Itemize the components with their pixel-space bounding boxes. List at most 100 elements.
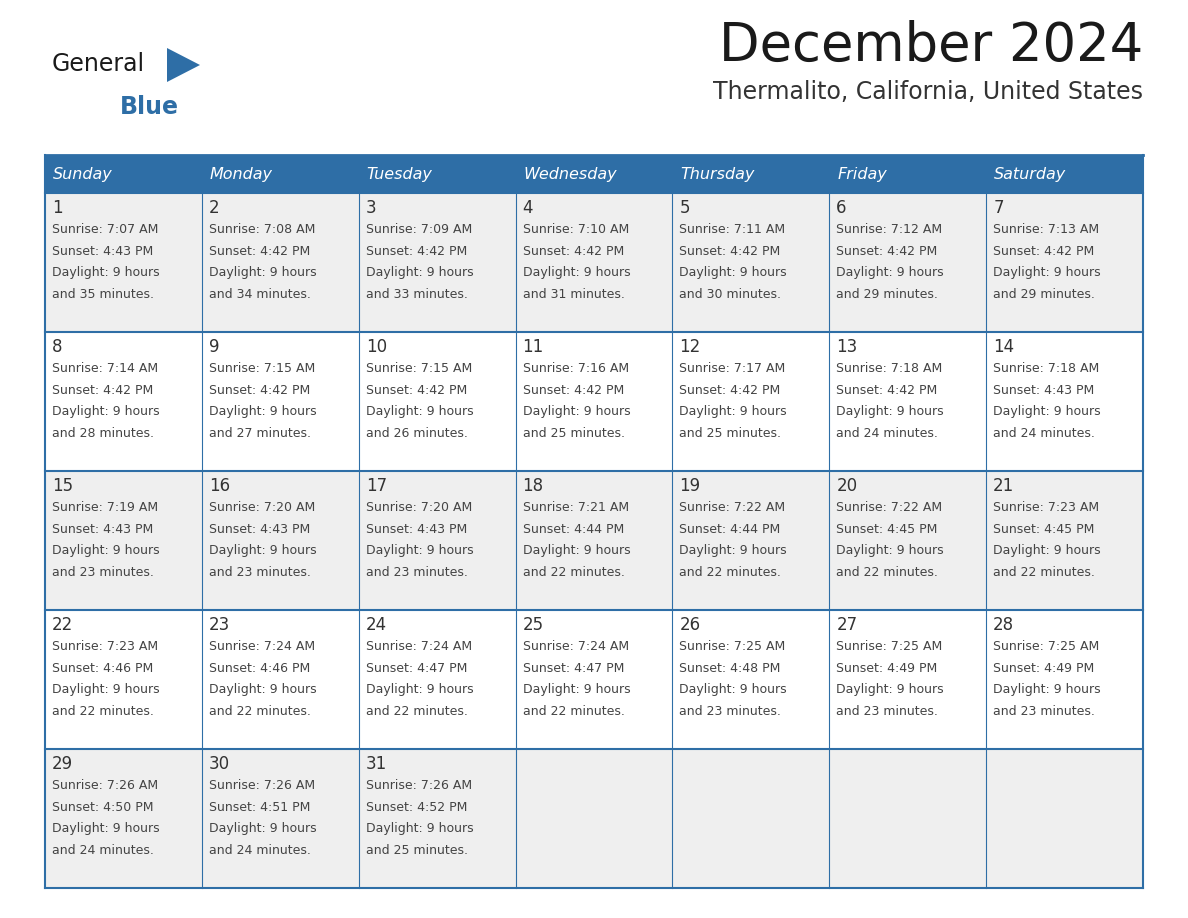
Text: Daylight: 9 hours: Daylight: 9 hours: [366, 266, 473, 279]
Bar: [45, 749, 202, 888]
Text: and 35 minutes.: and 35 minutes.: [52, 287, 154, 300]
Text: Thermalito, California, United States: Thermalito, California, United States: [713, 80, 1143, 104]
Text: Sunset: 4:42 PM: Sunset: 4:42 PM: [209, 384, 310, 397]
Text: and 24 minutes.: and 24 minutes.: [209, 844, 311, 856]
Text: and 22 minutes.: and 22 minutes.: [523, 565, 625, 578]
Text: Daylight: 9 hours: Daylight: 9 hours: [836, 683, 944, 696]
Text: Sunrise: 7:18 AM: Sunrise: 7:18 AM: [993, 362, 1099, 375]
Text: Sunset: 4:44 PM: Sunset: 4:44 PM: [680, 522, 781, 535]
Text: 24: 24: [366, 616, 387, 634]
Text: and 23 minutes.: and 23 minutes.: [993, 705, 1095, 718]
Text: and 28 minutes.: and 28 minutes.: [52, 427, 154, 440]
Text: Sunset: 4:42 PM: Sunset: 4:42 PM: [680, 244, 781, 258]
Text: December 2024: December 2024: [719, 20, 1143, 72]
Bar: [986, 610, 1143, 749]
Text: and 24 minutes.: and 24 minutes.: [836, 427, 939, 440]
Text: 3: 3: [366, 199, 377, 217]
Bar: [516, 193, 672, 332]
Text: Saturday: Saturday: [994, 166, 1067, 182]
Bar: [202, 471, 359, 610]
Text: and 25 minutes.: and 25 minutes.: [680, 427, 782, 440]
Bar: [202, 155, 359, 193]
Text: Daylight: 9 hours: Daylight: 9 hours: [366, 823, 473, 835]
Text: 22: 22: [52, 616, 74, 634]
Text: Sunrise: 7:12 AM: Sunrise: 7:12 AM: [836, 223, 942, 236]
Text: Daylight: 9 hours: Daylight: 9 hours: [523, 683, 630, 696]
Text: and 29 minutes.: and 29 minutes.: [993, 287, 1095, 300]
Text: 23: 23: [209, 616, 230, 634]
Text: Sunrise: 7:24 AM: Sunrise: 7:24 AM: [366, 640, 472, 653]
Text: Sunrise: 7:25 AM: Sunrise: 7:25 AM: [680, 640, 785, 653]
Text: 2: 2: [209, 199, 220, 217]
Bar: [829, 193, 986, 332]
Text: Sunset: 4:42 PM: Sunset: 4:42 PM: [836, 384, 937, 397]
Text: Daylight: 9 hours: Daylight: 9 hours: [680, 683, 788, 696]
Text: 30: 30: [209, 755, 230, 773]
Text: Daylight: 9 hours: Daylight: 9 hours: [52, 266, 159, 279]
Text: Sunset: 4:42 PM: Sunset: 4:42 PM: [836, 244, 937, 258]
Text: Daylight: 9 hours: Daylight: 9 hours: [680, 544, 788, 557]
Text: Sunrise: 7:26 AM: Sunrise: 7:26 AM: [52, 779, 158, 792]
Bar: [986, 155, 1143, 193]
Bar: [359, 610, 516, 749]
Text: Daylight: 9 hours: Daylight: 9 hours: [209, 544, 316, 557]
Text: Daylight: 9 hours: Daylight: 9 hours: [52, 683, 159, 696]
Text: 13: 13: [836, 338, 858, 356]
Text: 21: 21: [993, 477, 1015, 495]
Text: 7: 7: [993, 199, 1004, 217]
Bar: [672, 193, 829, 332]
Text: and 23 minutes.: and 23 minutes.: [366, 565, 468, 578]
Text: Sunset: 4:45 PM: Sunset: 4:45 PM: [993, 522, 1094, 535]
Text: Daylight: 9 hours: Daylight: 9 hours: [993, 266, 1101, 279]
Text: 27: 27: [836, 616, 858, 634]
Text: and 30 minutes.: and 30 minutes.: [680, 287, 782, 300]
Text: 20: 20: [836, 477, 858, 495]
Text: Sunrise: 7:23 AM: Sunrise: 7:23 AM: [993, 501, 1099, 514]
Text: Sunrise: 7:16 AM: Sunrise: 7:16 AM: [523, 362, 628, 375]
Bar: [45, 332, 202, 471]
Text: 1: 1: [52, 199, 63, 217]
Text: Sunrise: 7:26 AM: Sunrise: 7:26 AM: [366, 779, 472, 792]
Text: and 33 minutes.: and 33 minutes.: [366, 287, 468, 300]
Bar: [672, 155, 829, 193]
Text: Sunset: 4:46 PM: Sunset: 4:46 PM: [52, 662, 153, 675]
Text: Sunset: 4:43 PM: Sunset: 4:43 PM: [209, 522, 310, 535]
Bar: [829, 332, 986, 471]
Text: Monday: Monday: [210, 166, 273, 182]
Text: and 34 minutes.: and 34 minutes.: [209, 287, 311, 300]
Text: Sunday: Sunday: [53, 166, 113, 182]
Text: Daylight: 9 hours: Daylight: 9 hours: [680, 405, 788, 418]
Text: Sunset: 4:43 PM: Sunset: 4:43 PM: [993, 384, 1094, 397]
Text: Sunset: 4:42 PM: Sunset: 4:42 PM: [523, 244, 624, 258]
Bar: [45, 155, 202, 193]
Text: Sunset: 4:50 PM: Sunset: 4:50 PM: [52, 800, 153, 813]
Bar: [45, 193, 202, 332]
Text: Daylight: 9 hours: Daylight: 9 hours: [52, 823, 159, 835]
Text: General: General: [52, 52, 145, 76]
Text: Sunset: 4:48 PM: Sunset: 4:48 PM: [680, 662, 781, 675]
Text: and 24 minutes.: and 24 minutes.: [52, 844, 154, 856]
Text: 11: 11: [523, 338, 544, 356]
Text: Sunset: 4:42 PM: Sunset: 4:42 PM: [680, 384, 781, 397]
Text: Wednesday: Wednesday: [524, 166, 618, 182]
Bar: [986, 332, 1143, 471]
Text: Daylight: 9 hours: Daylight: 9 hours: [836, 544, 944, 557]
Text: Daylight: 9 hours: Daylight: 9 hours: [209, 405, 316, 418]
Text: 6: 6: [836, 199, 847, 217]
Bar: [829, 471, 986, 610]
Bar: [516, 749, 672, 888]
Text: Daylight: 9 hours: Daylight: 9 hours: [993, 544, 1101, 557]
Text: Sunrise: 7:10 AM: Sunrise: 7:10 AM: [523, 223, 628, 236]
Text: Thursday: Thursday: [681, 166, 754, 182]
Text: Sunset: 4:51 PM: Sunset: 4:51 PM: [209, 800, 310, 813]
Bar: [359, 471, 516, 610]
Text: Sunrise: 7:15 AM: Sunrise: 7:15 AM: [209, 362, 315, 375]
Text: 29: 29: [52, 755, 74, 773]
Text: 5: 5: [680, 199, 690, 217]
Bar: [829, 155, 986, 193]
Bar: [516, 332, 672, 471]
Text: Sunrise: 7:13 AM: Sunrise: 7:13 AM: [993, 223, 1099, 236]
Text: Sunrise: 7:14 AM: Sunrise: 7:14 AM: [52, 362, 158, 375]
Text: Sunrise: 7:20 AM: Sunrise: 7:20 AM: [366, 501, 472, 514]
Text: and 23 minutes.: and 23 minutes.: [209, 565, 311, 578]
